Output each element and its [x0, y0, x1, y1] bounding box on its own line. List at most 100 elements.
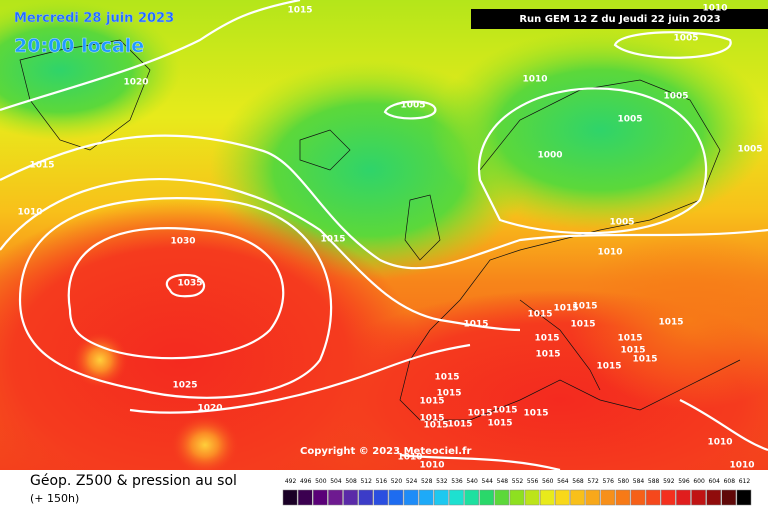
isobar-label: 1010	[397, 453, 422, 463]
isobar-label: 1005	[609, 218, 634, 228]
colorbar-swatch	[418, 489, 434, 506]
isobar-label: 1010	[702, 4, 727, 14]
colorbar-label: 608	[724, 478, 736, 485]
isobar-label: 1015	[467, 409, 492, 419]
colorbar-swatch	[736, 489, 752, 506]
coastlines	[19, 39, 741, 421]
isobar-label: 1015	[527, 310, 552, 320]
isobar-label: 1015	[553, 304, 578, 314]
footer-subtitle: (+ 150h)	[30, 492, 79, 505]
colorbar-label: 556	[527, 478, 539, 485]
colorbar-label: 520	[391, 478, 403, 485]
isobar-label: 1005	[400, 101, 425, 111]
colorbar-swatch	[403, 489, 419, 506]
colorbar-swatch	[479, 489, 495, 506]
colorbar-swatch	[297, 489, 313, 506]
isobar-label: 1010	[597, 248, 622, 258]
colorbar-label: 576	[603, 478, 615, 485]
colorbar-swatch	[343, 489, 358, 506]
isobar-label: 1015	[419, 414, 444, 424]
colorbar-swatch	[449, 489, 464, 506]
isobar-labels: 1015 1010 1005 1020 1010 1005 1005 1005 1000 1005…	[17, 4, 762, 471]
colorbar-swatch	[464, 489, 479, 506]
isobar-label: 1015	[535, 350, 560, 360]
colorbar-label: 500	[315, 478, 327, 485]
isobar-label: 1015	[620, 346, 645, 356]
colorbar-label: 612	[739, 478, 751, 485]
isobar-label: 1015	[463, 320, 488, 330]
colorbar-swatch	[388, 489, 404, 506]
colorbar-label: 496	[300, 478, 312, 485]
isobar-label: 1010	[522, 75, 547, 85]
colorbar-label: 508	[345, 478, 357, 485]
colorbar-swatch	[585, 489, 600, 506]
colorbar-swatch	[328, 489, 343, 506]
colorbar-label: 532	[436, 478, 448, 485]
colorbar-label: 592	[663, 478, 675, 485]
isobar-label: 1015	[632, 355, 657, 365]
isobar-label: 1015	[419, 397, 444, 407]
colorbar-swatch	[570, 489, 585, 506]
isobar-label: 1015	[287, 6, 312, 16]
isobar-label: 1015	[572, 302, 597, 312]
colorbar-label: 492	[285, 478, 297, 485]
colorbar-label: 584	[633, 478, 645, 485]
isobar-label: 1015	[658, 318, 683, 328]
isobar-label: 1015	[423, 421, 448, 431]
colorbar-label: 580	[618, 478, 630, 485]
colorbar-label: 588	[648, 478, 660, 485]
colorbar-label: 604	[708, 478, 720, 485]
isobar-label: 1015	[29, 161, 54, 171]
colorbar-swatch	[282, 489, 298, 506]
colorbar-swatch	[539, 489, 555, 506]
colorbar-swatch	[494, 489, 510, 506]
isobar-label: 1015	[596, 362, 621, 372]
colorbar-swatch	[660, 489, 676, 506]
colorbar-swatch	[645, 489, 661, 506]
isobar-label: 1010	[17, 208, 42, 218]
colorbar-swatch	[615, 489, 631, 506]
isobar-label: 1005	[663, 92, 688, 102]
isobar-label: 1035	[177, 279, 202, 289]
isobar-label: 1000	[537, 151, 562, 161]
isobar-label: 1025	[172, 381, 197, 391]
colorbar-label: 548	[497, 478, 509, 485]
colorbar-label: 600	[693, 478, 705, 485]
colorbar-label: 540	[466, 478, 478, 485]
isobar-label: 1020	[197, 404, 222, 414]
colorbar-label: 564	[557, 478, 569, 485]
colorbar-label: 596	[678, 478, 690, 485]
colorbar-swatch	[358, 489, 374, 506]
time-label: 20:00 locale	[14, 35, 144, 57]
copyright: Copyright © 2023 Meteociel.fr	[300, 446, 471, 457]
colorbar-swatch	[706, 489, 721, 506]
colorbar-swatch	[600, 489, 616, 506]
colorbar-swatch	[434, 489, 449, 506]
colorbar-swatch	[373, 489, 389, 506]
colorbar-label: 560	[542, 478, 554, 485]
colorbar-swatch	[509, 489, 525, 506]
isobars	[0, 0, 768, 470]
colorbar-swatch	[721, 489, 737, 506]
colorbar-label: 552	[512, 478, 524, 485]
isobar-label: 1010	[419, 461, 444, 471]
colorbar-label: 568	[572, 478, 584, 485]
isobar-label: 1015	[434, 373, 459, 383]
isobar-label: 1010	[707, 438, 732, 448]
colorbar-label: 504	[330, 478, 342, 485]
colorbar-swatch	[555, 489, 570, 506]
run-label: Run GEM 12 Z du Jeudi 22 juin 2023	[519, 14, 720, 25]
isobar-label: 1015	[492, 406, 517, 416]
run-box	[471, 9, 768, 29]
colorbar-swatch	[676, 489, 691, 506]
isobar-label: 1010	[729, 461, 754, 471]
isobar-label: 1015	[447, 420, 472, 430]
isobar-label: 1015	[320, 235, 345, 245]
colorbar-swatch	[313, 489, 328, 506]
colorbar-label: 512	[360, 478, 372, 485]
footer-title: Géop. Z500 & pression au sol	[30, 473, 237, 489]
isobar-label: 1020	[123, 78, 148, 88]
isobar-label: 1015	[534, 334, 559, 344]
date-label: Mercredi 28 juin 2023	[14, 11, 174, 26]
